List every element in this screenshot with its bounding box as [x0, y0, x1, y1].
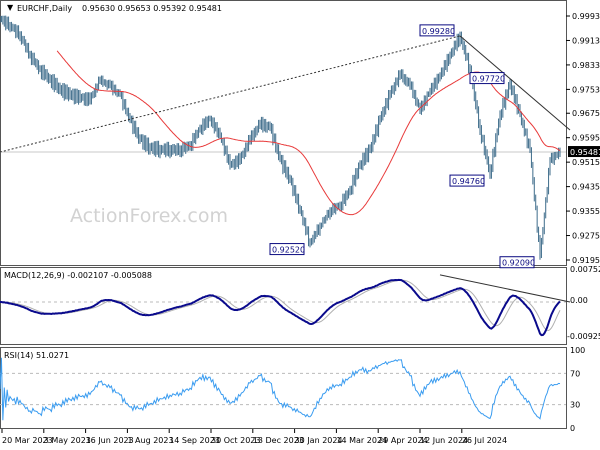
rsi-line [0, 357, 561, 421]
x-tick-label: 1 Aug 2023 [127, 436, 173, 445]
x-tick-label: 30 Oct 2023 [211, 436, 260, 445]
price-label-box [419, 24, 455, 37]
x-tick-label: 30 Jan 2024 [295, 436, 343, 445]
price-label: 0.92090 [502, 259, 535, 268]
x-tick-label: 29 Apr 2024 [378, 436, 427, 445]
price-label-box [269, 243, 305, 256]
price-label-box [449, 174, 485, 187]
price-panel [0, 0, 567, 266]
price-label: 0.94760 [452, 177, 485, 186]
rsi-series [0, 357, 566, 421]
price-series: 0.92520 0.99280 0.97720 0.94760 0.92090 [0, 15, 571, 269]
x-tick-label: 12 Jun 2024 [420, 436, 468, 445]
x-tick-label: 20 Mar 2023 [2, 436, 53, 445]
price-label-box [499, 256, 535, 269]
macd-series [0, 274, 571, 337]
rsi-panel [0, 347, 567, 429]
price-label: 0.92520 [272, 246, 305, 255]
rsi-tick-label: 70 [570, 369, 580, 378]
macd-tick-label: 0.00 [570, 296, 588, 305]
price-label-box [469, 72, 505, 85]
chart-menu-arrow-icon[interactable]: ▼ [7, 3, 14, 12]
x-tick-label: 13 Dec 2023 [253, 436, 304, 445]
rsi-tick-label: 0 [570, 424, 575, 433]
x-tick-label: 16 Jun 2023 [86, 436, 134, 445]
price-label: 0.99280 [422, 27, 455, 36]
price-label: 0.97720 [472, 75, 505, 84]
current-price-box [568, 146, 600, 158]
x-tick-label: 26 Jul 2024 [462, 436, 507, 445]
macd-trendline [439, 274, 571, 303]
macd-tick-label: 0.007526 [570, 265, 600, 274]
macd-title: MACD(12,26,9) -0.002107 -0.005088 [4, 271, 152, 280]
ohlc-readout: 0.95630 0.95653 0.95392 0.95481 [82, 4, 222, 13]
x-tick-label: 14 Sep 2023 [169, 436, 220, 445]
rsi-tick-label: 30 [570, 401, 580, 410]
macd-line [0, 278, 561, 337]
current-price-label: 0.95481 [570, 148, 600, 157]
rsi-title: RSI(14) 51.0271 [4, 351, 69, 360]
macd-signal-line [0, 279, 561, 331]
rsi-tick-label: 100 [570, 346, 585, 355]
macd-tick-label: -0.009252 [567, 332, 600, 341]
symbol-label: EURCHF,Daily [17, 4, 72, 13]
x-tick-label: 3 May 2023 [44, 436, 91, 445]
x-tick-label: 14 Mar 2024 [336, 436, 387, 445]
trendline [459, 35, 571, 131]
watermark: ActionForex.com [70, 205, 228, 227]
trendline [0, 35, 461, 153]
